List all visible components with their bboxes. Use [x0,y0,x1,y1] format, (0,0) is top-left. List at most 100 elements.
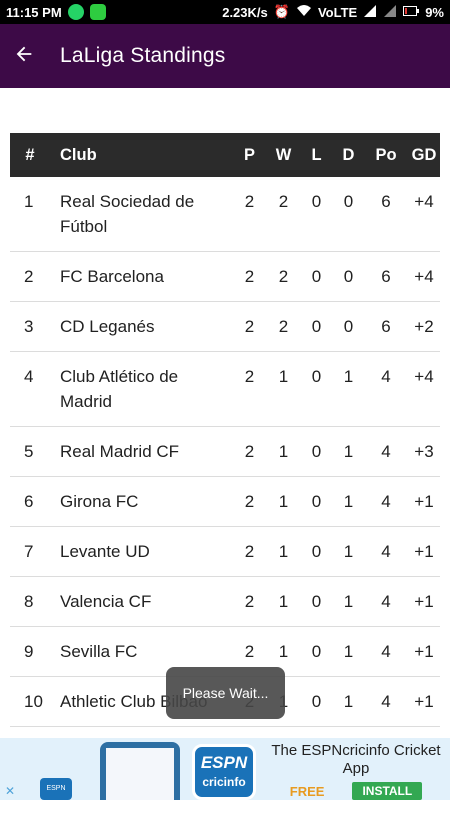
ad-phone-image [100,742,180,800]
alarm-icon: ⏰ [273,4,290,19]
header-club: Club [50,133,232,177]
row-position: 6 [10,476,50,527]
table-header: # Club P W L D Po GD [10,133,440,177]
row-points: 4 [364,676,408,727]
page-title: LaLiga Standings [60,44,226,67]
row-points: 4 [364,576,408,627]
whatsapp-notification-icon [67,4,84,20]
row-points: 6 [364,177,408,252]
row-goal-diff: +1 [408,676,440,727]
header-pos: # [10,133,50,177]
row-won: 1 [267,576,300,627]
arrow-back-icon [13,43,35,70]
back-button[interactable] [2,34,46,78]
row-won: 1 [267,351,300,427]
row-goal-diff: +4 [408,251,440,302]
table-row[interactable]: 6 Girona FC 2 1 0 1 4 +1 [10,476,440,527]
row-won: 2 [267,301,300,352]
row-points: 6 [364,301,408,352]
header-won: W [267,133,300,177]
row-points: 4 [364,426,408,477]
standings-table: # Club P W L D Po GD 1 Real Sociedad de F… [10,133,440,777]
row-drawn: 0 [333,301,364,352]
row-points: 6 [364,251,408,302]
ad-small-logo: ESPN cricinfo [40,778,72,814]
row-drawn: 0 [333,177,364,252]
ad-title: The ESPNcricinfo Cricket App [271,742,441,777]
header-drawn: D [333,133,364,177]
row-lost: 0 [300,676,333,727]
row-goal-diff: +1 [408,476,440,527]
row-played: 2 [232,177,267,252]
standings-table-container: # Club P W L D Po GD 1 Real Sociedad de F… [10,133,440,777]
row-position: 7 [10,526,50,577]
row-played: 2 [232,351,267,427]
battery-icon [403,5,420,20]
table-body: 1 Real Sociedad de Fútbol 2 2 0 0 6 +4 2 FC Barce… [10,177,440,777]
table-row[interactable]: 8 Valencia CF 2 1 0 1 4 +1 [10,576,440,627]
row-points: 4 [364,626,408,677]
row-lost: 0 [300,251,333,302]
row-position: 5 [10,426,50,477]
row-played: 2 [232,576,267,627]
row-lost: 0 [300,526,333,577]
header-lost: L [300,133,333,177]
row-goal-diff: +1 [408,626,440,677]
app-bar: LaLiga Standings [0,24,450,88]
row-club: Real Sociedad de Fútbol [50,177,232,252]
row-won: 2 [267,177,300,252]
status-bar: 11:15 PM 2.23K/s ⏰ VoLTE 9% [0,0,450,24]
ad-price: FREE [289,783,325,799]
row-drawn: 1 [333,351,364,427]
ad-banner[interactable]: ✕ ESPN cricinfo ESPN cricinfo The ESPNcr… [0,738,450,814]
network-type: VoLTE [317,4,358,20]
row-won: 1 [267,526,300,577]
header-goal-diff: GD [408,133,440,177]
row-won: 2 [267,251,300,302]
signal-icon [363,4,377,21]
table-row[interactable]: 1 Real Sociedad de Fútbol 2 2 0 0 6 +4 [10,177,440,252]
row-drawn: 1 [333,676,364,727]
table-row[interactable]: 7 Levante UD 2 1 0 1 4 +1 [10,526,440,577]
row-club: Club Atlético de Madrid [50,351,232,427]
row-lost: 0 [300,177,333,252]
row-goal-diff: +4 [408,351,440,427]
row-drawn: 1 [333,426,364,477]
table-row[interactable]: 5 Real Madrid CF 2 1 0 1 4 +3 [10,426,440,477]
table-row[interactable]: 2 FC Barcelona 2 2 0 0 6 +4 [10,251,440,302]
row-drawn: 1 [333,626,364,677]
ad-install-button[interactable]: INSTALL [352,782,423,800]
row-club: CD Leganés [50,301,232,352]
row-points: 4 [364,476,408,527]
row-club: Valencia CF [50,576,232,627]
row-position: 2 [10,251,50,302]
ad-text: The ESPNcricinfo Cricket App FREE INSTAL… [262,742,450,800]
ad-close-icon[interactable]: ✕ [4,784,16,798]
app-notification-icon [89,4,106,20]
header-points: Po [364,133,408,177]
table-row[interactable]: 4 Club Atlético de Madrid 2 1 0 1 4 +4 [10,351,440,427]
row-position: 10 [10,676,50,727]
row-drawn: 1 [333,476,364,527]
row-position: 3 [10,301,50,352]
table-row[interactable]: 3 CD Leganés 2 2 0 0 6 +2 [10,301,440,352]
battery-percent: 9% [425,4,444,20]
row-played: 2 [232,301,267,352]
row-position: 4 [10,351,50,427]
row-points: 4 [364,526,408,577]
row-drawn: 0 [333,251,364,302]
row-club: FC Barcelona [50,251,232,302]
row-played: 2 [232,476,267,527]
row-won: 1 [267,426,300,477]
row-position: 8 [10,576,50,627]
row-played: 2 [232,426,267,477]
row-goal-diff: +1 [408,526,440,577]
row-goal-diff: +4 [408,177,440,252]
row-drawn: 1 [333,576,364,627]
network-speed: 2.23K/s [222,4,268,20]
row-position: 9 [10,626,50,677]
ad-app-logo: ESPN cricinfo [192,744,256,800]
row-played: 2 [232,526,267,577]
row-club: Girona FC [50,476,232,527]
row-won: 1 [267,476,300,527]
